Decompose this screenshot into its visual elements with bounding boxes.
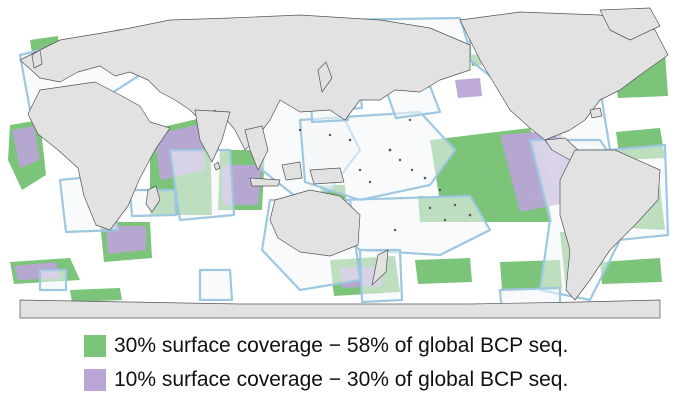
japan	[317, 61, 333, 93]
africa	[27, 81, 171, 231]
new-guinea	[309, 167, 345, 185]
greenland	[599, 7, 661, 41]
indonesia-1	[249, 177, 281, 187]
legend-label-30pct: 30% surface coverage − 58% of global BCP…	[114, 334, 569, 357]
land-masses	[19, 7, 669, 319]
world-map	[8, 7, 670, 319]
indonesia-2	[281, 161, 303, 181]
legend-item-10pct: 10% surface coverage − 30% of global BCP…	[84, 365, 674, 395]
southeast-asia	[244, 125, 269, 171]
legend-label-10pct: 10% surface coverage − 30% of global BCP…	[114, 368, 569, 391]
island-dots	[298, 118, 472, 232]
antarctica	[19, 299, 661, 319]
small-island-1	[213, 161, 221, 171]
eurasia	[19, 14, 471, 151]
australia	[269, 189, 361, 257]
india	[194, 109, 231, 163]
south-america	[559, 149, 661, 301]
legend-swatch-green	[84, 335, 106, 357]
madagascar	[145, 185, 161, 213]
legend-item-30pct: 30% surface coverage − 58% of global BCP…	[84, 331, 674, 361]
new-zealand	[371, 249, 389, 286]
small-island-2	[589, 107, 603, 119]
legend-swatch-purple	[84, 369, 106, 391]
uk	[31, 49, 43, 69]
